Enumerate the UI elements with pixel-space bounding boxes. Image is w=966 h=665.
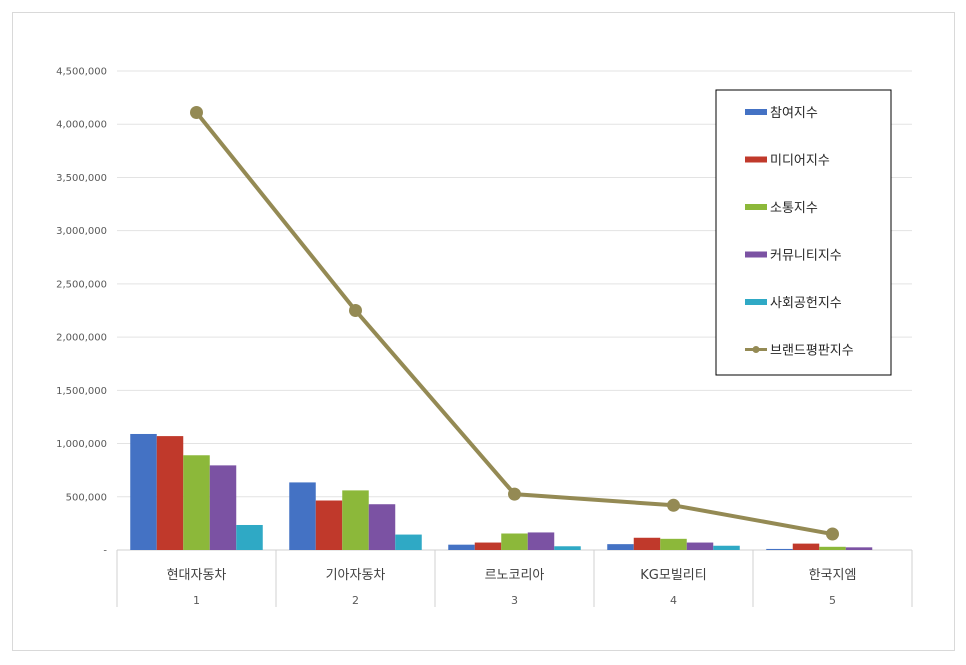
- bar: [395, 534, 422, 550]
- line-point: [190, 106, 203, 120]
- bar: [845, 547, 873, 550]
- bar: [686, 542, 714, 550]
- legend-swatch: [745, 156, 767, 163]
- category-label: 기아자동차: [326, 568, 386, 583]
- bar: [448, 544, 475, 550]
- bar: [713, 545, 740, 550]
- chart-frame: - 500,000 1,000,000 1,500,000 2,000,000 2,500…: [12, 12, 955, 651]
- bar: [236, 524, 263, 550]
- bar: [368, 504, 396, 550]
- legend-box: [715, 89, 892, 376]
- y-tick-label: 500,000: [66, 492, 107, 503]
- y-tick-label: 4,500,000: [56, 67, 107, 78]
- legend-marker: [752, 346, 760, 353]
- bar: [633, 537, 661, 550]
- line-point: [667, 498, 680, 512]
- rank-label: 5: [829, 594, 836, 607]
- legend-label: 소통지수: [770, 201, 818, 216]
- line-point: [508, 487, 521, 501]
- category-label: 르노코리아: [485, 568, 545, 583]
- rank-label: 1: [193, 594, 200, 607]
- bar: [554, 546, 581, 550]
- y-tick-label: 4,000,000: [56, 120, 107, 131]
- bar: [289, 482, 316, 550]
- bar: [474, 542, 502, 550]
- bar: [660, 538, 687, 550]
- legend-swatch: [745, 204, 767, 210]
- legend-swatch: [745, 251, 767, 258]
- y-tick-label: 3,000,000: [56, 226, 107, 237]
- legend-label: 브랜드평판지수: [770, 344, 854, 359]
- rank-label: 4: [670, 594, 677, 607]
- y-tick-label: 2,500,000: [56, 279, 107, 290]
- bar: [342, 490, 369, 550]
- legend-swatch: [745, 109, 767, 115]
- y-tick-label: 1,000,000: [56, 439, 107, 450]
- rank-label: 2: [352, 594, 359, 607]
- y-tick-label: 1,500,000: [56, 386, 107, 397]
- legend-label: 사회공헌지수: [770, 296, 842, 311]
- category-label: 현대자동차: [167, 568, 227, 583]
- line-point: [826, 527, 839, 541]
- bar: [209, 465, 237, 550]
- legend-swatch: [745, 299, 767, 305]
- legend-label: 참여지수: [770, 106, 818, 121]
- bar: [183, 455, 210, 550]
- bar: [156, 436, 184, 550]
- bar: [766, 548, 793, 550]
- rank-label: 3: [511, 594, 518, 607]
- bar: [315, 500, 343, 550]
- y-tick-label: 3,500,000: [56, 173, 107, 184]
- category-label: KG모빌리티: [640, 568, 706, 583]
- bar: [527, 532, 555, 550]
- bar: [501, 533, 528, 550]
- y-tick-label: 2,000,000: [56, 333, 107, 344]
- line-point: [349, 304, 362, 317]
- bar: [607, 544, 634, 550]
- bar: [792, 543, 820, 550]
- legend-label: 커뮤니티지수: [770, 249, 842, 264]
- legend-label: 미디어지수: [770, 154, 830, 169]
- y-tick-label: -: [103, 546, 107, 557]
- chart: - 500,000 1,000,000 1,500,000 2,000,000 2,500…: [56, 67, 913, 607]
- bar: [130, 433, 157, 550]
- bar: [819, 546, 846, 550]
- category-label: 한국지엠: [809, 568, 857, 583]
